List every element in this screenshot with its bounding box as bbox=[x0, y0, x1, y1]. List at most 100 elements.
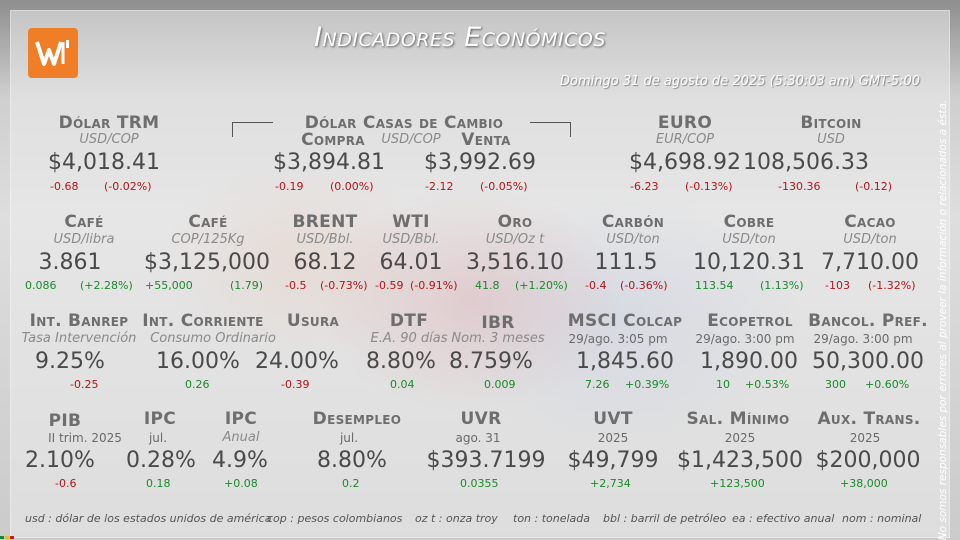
brand-logo bbox=[28, 28, 78, 78]
euro-unit: EUR/COP bbox=[655, 132, 715, 147]
dtf-change: 0.04 bbox=[390, 378, 415, 391]
cacao-pct: (-1.32%) bbox=[868, 279, 916, 292]
ibr-unit: Nom. 3 meses bbox=[451, 331, 545, 346]
carbon-change: -0.4 bbox=[585, 279, 607, 292]
flag-mark-red bbox=[10, 536, 14, 539]
bancol-change: 300 bbox=[825, 378, 846, 391]
salmin-value: $1,423,500 bbox=[677, 448, 803, 473]
auxtrans-period: 2025 bbox=[849, 431, 881, 445]
datetime-label: Domingo 31 de agosto de 2025 (5:30:03 am… bbox=[560, 74, 921, 89]
euro-change: -6.23 bbox=[630, 180, 659, 193]
oro-change: 41.8 bbox=[475, 279, 500, 292]
wti-name: WTI bbox=[392, 212, 430, 232]
legend-ton: ton : tonelada bbox=[513, 512, 591, 525]
auxtrans-name: Aux. Trans. bbox=[817, 409, 921, 429]
legend-nom: nom : nominal bbox=[842, 512, 922, 525]
ecopetrol-name: Ecopetrol bbox=[707, 311, 793, 331]
msci-date: 29/ago. 3:05 pm bbox=[568, 332, 668, 346]
msci-name: MSCI Colcap bbox=[567, 311, 683, 331]
cobre-name: Cobre bbox=[723, 212, 775, 232]
pib-value: 2.10% bbox=[25, 448, 95, 473]
cafe-usd-unit: USD/libra bbox=[53, 232, 115, 247]
venta-value: $3,992.69 bbox=[424, 150, 536, 175]
banrep-unit: Tasa Intervención bbox=[21, 331, 137, 346]
trm-pct: (-0.02%) bbox=[104, 180, 152, 193]
ipc-anual-change: +0.08 bbox=[224, 477, 258, 490]
ipc-jul-value: 0.28% bbox=[126, 448, 196, 473]
cacao-name: Cacao bbox=[844, 212, 896, 232]
euro-name: EURO bbox=[657, 113, 713, 133]
casas-bracket-left bbox=[232, 122, 273, 137]
pib-name: PIB bbox=[48, 411, 82, 431]
salmin-period: 2025 bbox=[724, 431, 756, 445]
desempleo-change: 0.2 bbox=[342, 477, 360, 490]
ecopetrol-date: 29/ago. 3:00 pm bbox=[695, 332, 795, 346]
cafe-cop-unit: COP/125Kg bbox=[171, 232, 245, 247]
corriente-value: 16.00% bbox=[156, 349, 240, 374]
ecopetrol-pct: +0.53% bbox=[745, 378, 790, 391]
uvr-name: UVR bbox=[460, 409, 502, 429]
wti-pct: (-0.91%) bbox=[410, 279, 458, 292]
auxtrans-value: $200,000 bbox=[815, 448, 921, 473]
ibr-value: 8.759% bbox=[449, 349, 533, 374]
uvr-change: 0.0355 bbox=[460, 477, 499, 490]
ipc-anual-value: 4.9% bbox=[212, 448, 268, 473]
cobre-unit: USD/ton bbox=[722, 232, 776, 247]
cafe-usd-value: 3.861 bbox=[38, 250, 102, 275]
ibr-name: IBR bbox=[481, 313, 515, 333]
legend-cop: cop : pesos colombianos bbox=[267, 512, 403, 525]
cacao-unit: USD/ton bbox=[843, 232, 897, 247]
cacao-change: -103 bbox=[825, 279, 850, 292]
bitcoin-pct: (-0.12) bbox=[855, 180, 893, 193]
trm-name: Dólar TRM bbox=[58, 113, 160, 133]
cafe-usd-pct: (+2.28%) bbox=[80, 279, 133, 292]
brent-pct: (-0.73%) bbox=[320, 279, 368, 292]
euro-pct: (-0.13%) bbox=[685, 180, 733, 193]
uvt-name: UVT bbox=[593, 409, 633, 429]
bancol-name: Bancol. Pref. bbox=[808, 311, 928, 331]
bitcoin-unit: USD bbox=[817, 132, 845, 147]
corriente-unit: Consumo Ordinario bbox=[150, 331, 276, 346]
brent-unit: USD/Bbl. bbox=[296, 232, 354, 247]
wti-change: -0.59 bbox=[375, 279, 404, 292]
logo-w-icon bbox=[35, 40, 69, 66]
trm-value: $4,018.41 bbox=[48, 150, 160, 175]
ipc-anual-name: IPC bbox=[224, 409, 258, 429]
indicators-panel bbox=[10, 10, 950, 538]
oro-unit: USD/Oz t bbox=[485, 232, 545, 247]
venta-label: Venta bbox=[461, 130, 511, 150]
oro-pct: (+1.20%) bbox=[515, 279, 568, 292]
cobre-pct: (1.13%) bbox=[760, 279, 804, 292]
trm-change: -0.68 bbox=[50, 180, 79, 193]
msci-change: 7.26 bbox=[585, 378, 610, 391]
cafe-cop-name: Café bbox=[188, 212, 228, 232]
carbon-pct: (-0.36%) bbox=[620, 279, 668, 292]
carbon-unit: USD/ton bbox=[606, 232, 660, 247]
ecopetrol-value: 1,890.00 bbox=[700, 349, 798, 374]
desempleo-name: Desempleo bbox=[312, 409, 402, 429]
ibr-change: 0.009 bbox=[484, 378, 516, 391]
cobre-value: 10,120.31 bbox=[693, 250, 805, 275]
cacao-value: 7,710.00 bbox=[821, 250, 919, 275]
compra-change: -0.19 bbox=[275, 180, 304, 193]
ipc-jul-name: IPC bbox=[143, 409, 177, 429]
banrep-change: -0.25 bbox=[70, 378, 99, 391]
uvt-change: +2,734 bbox=[590, 477, 631, 490]
oro-name: Oro bbox=[497, 212, 533, 232]
corriente-name: Int. Corriente bbox=[142, 311, 264, 331]
uvr-value: $393.7199 bbox=[426, 448, 546, 473]
page-title: Indicadores Económicos bbox=[314, 22, 606, 53]
banrep-value: 9.25% bbox=[35, 349, 105, 374]
oro-value: 3,516.10 bbox=[466, 250, 564, 275]
desempleo-value: 8.80% bbox=[317, 448, 387, 473]
carbon-value: 111.5 bbox=[594, 250, 658, 275]
flag-mark-yellow bbox=[5, 536, 9, 539]
desempleo-period: jul. bbox=[339, 431, 359, 445]
venta-pct: (-0.05%) bbox=[480, 180, 528, 193]
auxtrans-change: +38,000 bbox=[840, 477, 888, 490]
banrep-name: Int. Banrep bbox=[29, 311, 129, 331]
bancol-value: 50,300.00 bbox=[812, 349, 924, 374]
venta-change: -2.12 bbox=[425, 180, 454, 193]
wti-unit: USD/Bbl. bbox=[382, 232, 440, 247]
msci-pct: +0.39% bbox=[625, 378, 670, 391]
